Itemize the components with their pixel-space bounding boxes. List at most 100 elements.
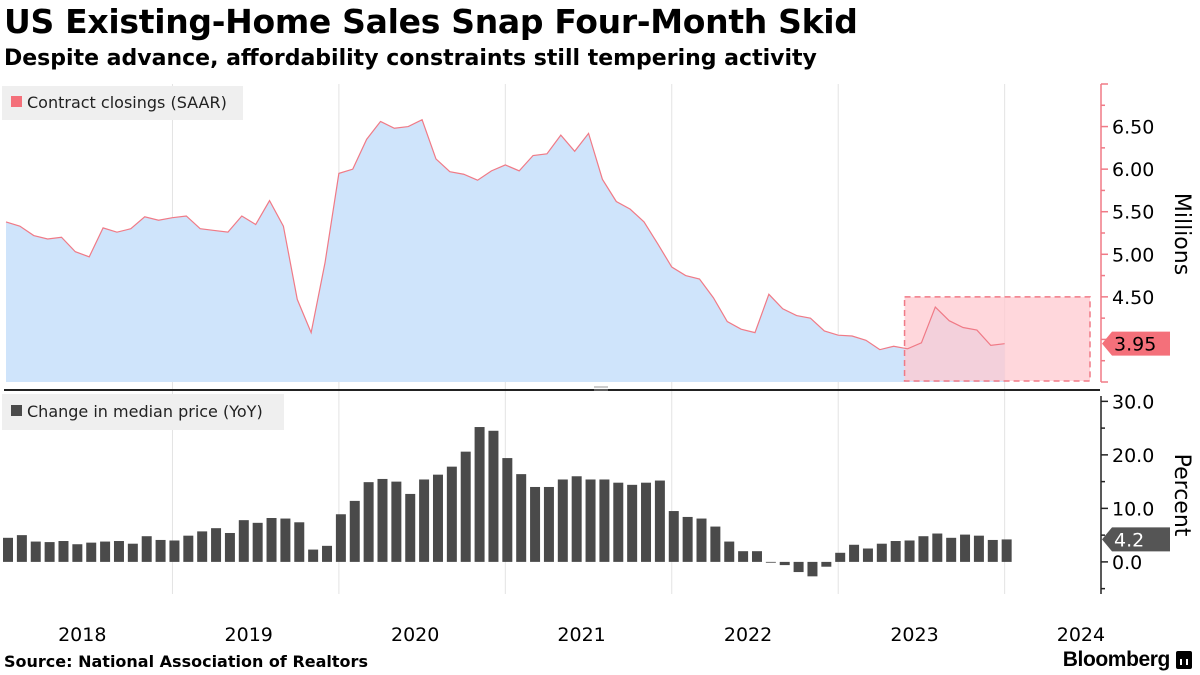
price-bar — [446, 466, 457, 562]
price-bar — [987, 539, 998, 562]
legend-label-sales: Contract closings (SAAR) — [27, 93, 227, 112]
legend-background — [2, 394, 284, 430]
price-bar — [641, 482, 652, 562]
price-bar — [613, 482, 624, 562]
sales-area-fill — [6, 119, 1005, 382]
price-bar — [197, 531, 208, 562]
price-bar — [821, 561, 832, 567]
x-tick-label: 2018 — [58, 624, 106, 646]
price-bar — [696, 518, 707, 562]
price-bar — [419, 479, 430, 562]
bloomberg-logo: Bloomberg — [1063, 648, 1192, 672]
x-tick-label: 2019 — [225, 624, 273, 646]
sales-y-axis-label: Millions — [1169, 193, 1194, 275]
y-tick-label: 5.50 — [1112, 202, 1154, 224]
x-tick-label: 2024 — [1057, 624, 1105, 646]
legend-label-price: Change in median price (YoY) — [27, 402, 263, 421]
x-tick-label: 2022 — [724, 624, 772, 646]
price-bar — [710, 526, 721, 562]
source-note: Source: National Association of Realtors — [4, 652, 368, 671]
brand-name: Bloomberg — [1062, 648, 1171, 671]
y-tick-label: 5.00 — [1112, 244, 1154, 266]
price-bar — [432, 474, 443, 562]
price-bar — [169, 540, 180, 562]
price-bar — [224, 532, 235, 562]
price-bar — [585, 479, 596, 562]
price-bar — [724, 541, 735, 562]
price-bar — [571, 476, 582, 562]
y-tick-label: 30.0 — [1112, 391, 1154, 413]
last-value-text: 4.2 — [1114, 529, 1144, 551]
price-bar — [973, 535, 984, 562]
price-bar — [807, 561, 818, 577]
price-bar — [280, 518, 291, 562]
price-bar — [349, 500, 360, 562]
price-bar — [557, 479, 568, 562]
price-bar — [530, 486, 541, 562]
price-bar — [363, 482, 374, 562]
price-bar — [252, 522, 263, 562]
price-last-value-tag: 4.2 — [1102, 527, 1170, 552]
legend-background — [2, 86, 243, 120]
price-bar — [904, 540, 915, 562]
price-bar — [502, 458, 513, 562]
price-bar — [100, 541, 111, 562]
price-bar — [113, 541, 124, 562]
price-bar — [738, 551, 749, 562]
price-bar — [308, 549, 319, 562]
price-bar — [335, 514, 346, 562]
legend-swatch-bar — [11, 405, 22, 416]
price-bar — [543, 486, 554, 562]
sales-last-value-tag: 3.95 — [1102, 331, 1170, 356]
price-bar — [141, 536, 152, 562]
y-tick-label: 4.50 — [1112, 287, 1154, 309]
price-bar — [918, 536, 929, 562]
price-bar — [835, 552, 846, 562]
chart-title: US Existing-Home Sales Snap Four-Month S… — [4, 2, 858, 41]
price-bar — [751, 551, 762, 562]
terminal-icon — [1176, 651, 1192, 669]
price-bar — [890, 541, 901, 562]
value-tag-shape — [1102, 527, 1170, 552]
price-bar — [3, 537, 13, 562]
price-bar — [238, 520, 249, 562]
y-tick-label: 6.50 — [1112, 117, 1154, 139]
price-bar — [322, 545, 333, 562]
price-bar — [294, 522, 305, 562]
price-bar — [668, 511, 679, 562]
price-bar — [16, 535, 27, 562]
price-panel: 30.0 20.0 10.0 0.0 Change in median price (… — [2, 391, 1194, 594]
price-bars — [3, 427, 1012, 577]
price-bar — [862, 548, 873, 562]
price-bar — [58, 541, 69, 562]
price-bar — [377, 478, 388, 562]
price-bar — [682, 516, 693, 562]
price-bar — [599, 479, 610, 562]
price-bar — [765, 561, 776, 563]
price-bar — [30, 541, 41, 562]
x-tick-label: 2021 — [557, 624, 605, 646]
value-tag-shape — [1102, 331, 1170, 356]
sales-y-axis: 6.50 6.00 5.50 5.00 4.50 — [1100, 83, 1154, 383]
sales-legend: Contract closings (SAAR) — [2, 86, 243, 120]
legend-swatch-area — [11, 96, 22, 107]
price-bar — [946, 537, 957, 562]
price-bar — [876, 543, 887, 562]
chart-subtitle: Despite advance, affordability constrain… — [4, 46, 817, 71]
price-bar — [211, 528, 222, 562]
price-bar — [516, 474, 527, 562]
price-bar — [627, 484, 638, 562]
price-bar — [183, 535, 194, 562]
last-value-text: 3.95 — [1114, 334, 1156, 356]
price-bar — [474, 427, 485, 562]
price-bar — [779, 561, 790, 566]
recent-highlight-box — [903, 296, 1091, 382]
y-tick-label: 0.0 — [1112, 552, 1142, 574]
price-legend: Change in median price (YoY) — [2, 394, 284, 430]
price-bar — [155, 539, 166, 562]
price-bar — [86, 542, 97, 562]
price-bar — [127, 543, 138, 562]
price-bar — [405, 493, 416, 562]
price-bar — [391, 481, 402, 562]
